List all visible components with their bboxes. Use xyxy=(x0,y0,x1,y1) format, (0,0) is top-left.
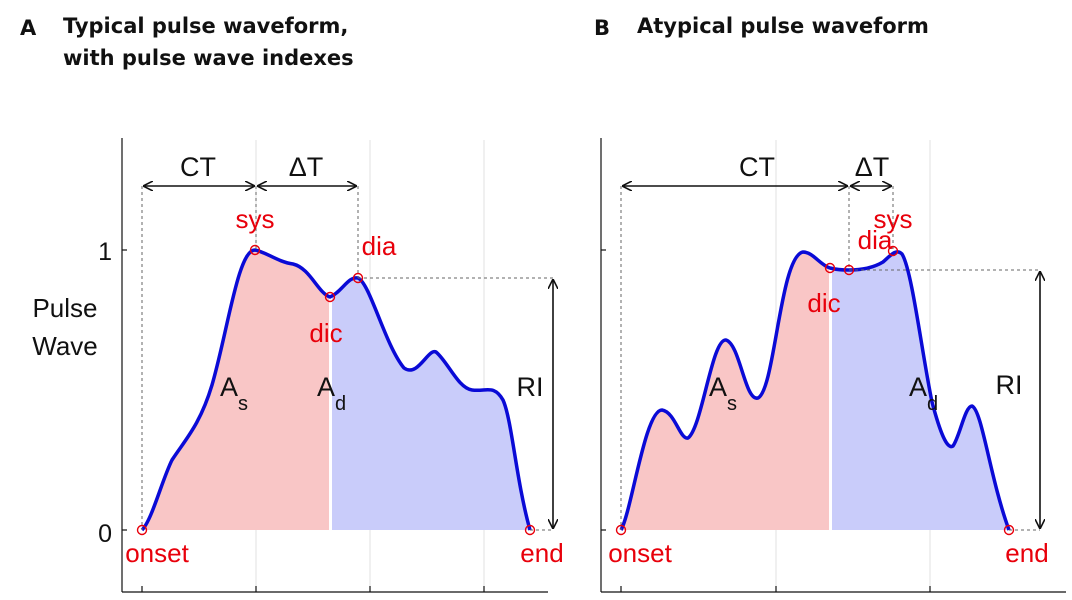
panel-b-ad-main: A xyxy=(909,372,927,402)
panel-a-end-label: end xyxy=(520,538,563,568)
panel-a-ytick-1: 1 xyxy=(98,238,112,266)
panel-b-end-marker xyxy=(1003,524,1015,536)
panel-a-onset-label: onset xyxy=(125,538,189,568)
panel-b-dic-marker xyxy=(824,262,836,274)
panel-b-axes xyxy=(600,138,1066,593)
panel-b-ct-label: CT xyxy=(739,152,775,182)
panel-b-ad-sub: d xyxy=(927,393,938,415)
panel-a-ytick-0: 0 xyxy=(98,520,112,548)
panel-b-as-label: As xyxy=(709,372,737,415)
panel-a-title-line-1: Typical pulse waveform, xyxy=(63,14,349,38)
panel-b-diastolic-area xyxy=(832,251,1009,530)
panel-a-title: Typical pulse waveform, with pulse wave … xyxy=(63,10,354,74)
panel-b-guides xyxy=(620,186,1040,531)
panel-b-plot: CT ΔT sys dia dic onset end As Ad RI xyxy=(600,138,1066,593)
panel-a-dic-label: dic xyxy=(309,318,342,348)
y-axis-label-line-1: Pulse xyxy=(32,293,97,323)
panel-b-ri-label: RI xyxy=(996,370,1023,400)
panel-b-markers xyxy=(615,245,1015,536)
panel-a-markers xyxy=(136,244,536,536)
panel-a-waveform xyxy=(140,248,532,532)
panel-a-systolic-area xyxy=(142,250,329,530)
panel-a-ct-label: CT xyxy=(180,152,216,182)
panel-b-end-label: end xyxy=(1005,538,1048,568)
panel-a-as-label: As xyxy=(220,372,248,415)
panel-b-dia-label: dia xyxy=(858,225,893,255)
panel-a-guides xyxy=(141,186,553,531)
panel-b-title-line-1: Atypical pulse waveform xyxy=(637,14,929,38)
panel-b-delta-t-label: ΔT xyxy=(855,152,890,182)
panel-a-as-sub: s xyxy=(238,393,248,415)
panel-b-letter: B xyxy=(594,16,611,40)
panel-a-sys-label: sys xyxy=(236,204,275,234)
panel-a-ad-main: A xyxy=(317,372,335,402)
panel-b-ad-label: Ad xyxy=(909,372,938,415)
panel-a-dia-label: dia xyxy=(362,231,397,261)
panel-a-letter: A xyxy=(20,16,37,40)
panel-a-title-line-2: with pulse wave indexes xyxy=(63,46,354,70)
panel-a-ad-label: Ad xyxy=(317,372,346,415)
panel-b-dia-marker xyxy=(843,264,855,276)
panel-a-ad-sub: d xyxy=(335,393,346,415)
panel-a-plot: CT ΔT sys dia dic onset end As Ad RI 1 0… xyxy=(32,138,564,593)
panel-b-sys-marker xyxy=(887,245,899,257)
panel-a-onset-marker xyxy=(136,524,148,536)
panel-b-onset-label: onset xyxy=(608,538,672,568)
panel-b-onset-marker xyxy=(615,524,627,536)
panel-b-as-main: A xyxy=(709,372,727,402)
panel-b-waveform xyxy=(619,250,1011,531)
panel-a-end-marker xyxy=(524,524,536,536)
panel-b-as-sub: s xyxy=(727,393,737,415)
panel-b-sys-label: sys xyxy=(874,204,913,234)
panel-a-sys-marker xyxy=(249,244,261,256)
panel-a-dia-marker xyxy=(352,272,364,284)
panel-a-as-main: A xyxy=(220,372,238,402)
panel-a-delta-t-label: ΔT xyxy=(289,152,324,182)
panel-b-dic-label: dic xyxy=(807,288,840,318)
panel-a-diastolic-area xyxy=(332,277,530,530)
panel-a-axes xyxy=(121,138,548,593)
panel-b-systolic-area xyxy=(621,252,829,530)
panel-a-dic-marker xyxy=(324,291,336,303)
y-axis-label-line-2: Wave xyxy=(32,331,98,361)
panel-b-title: Atypical pulse waveform xyxy=(637,10,929,42)
panel-a-ri-label: RI xyxy=(517,372,544,402)
